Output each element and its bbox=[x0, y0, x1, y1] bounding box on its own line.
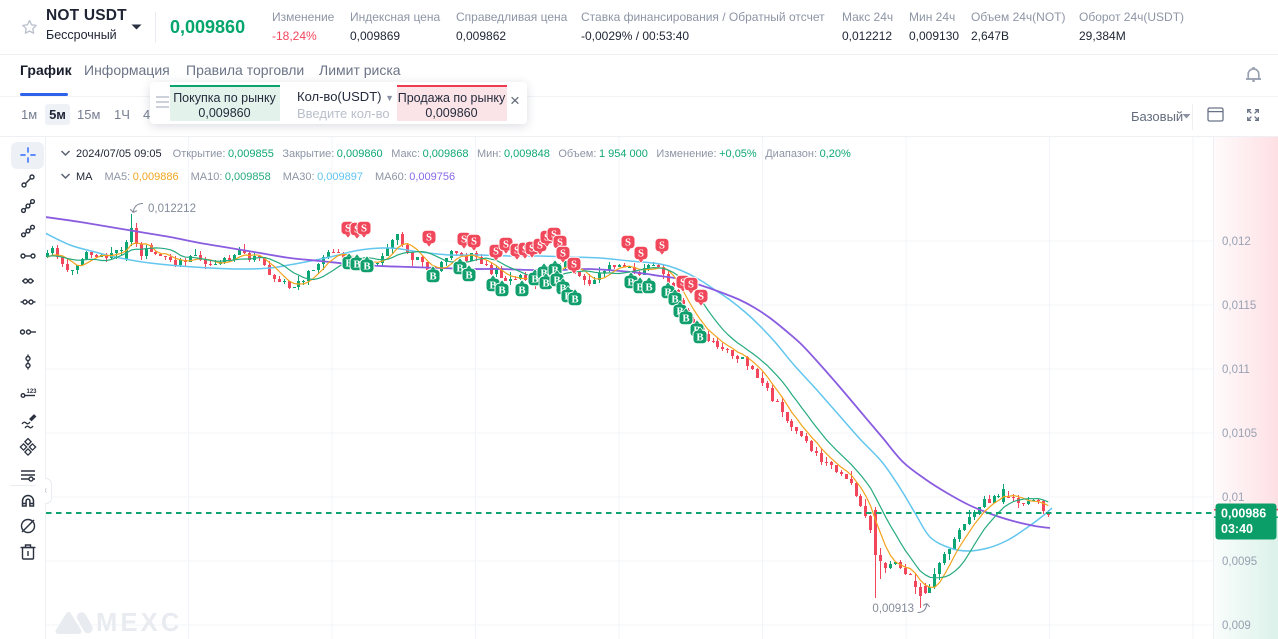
svg-text:B: B bbox=[465, 270, 472, 282]
svg-text:B: B bbox=[696, 332, 703, 344]
svg-text:B: B bbox=[571, 294, 578, 306]
svg-text:S: S bbox=[638, 248, 644, 260]
svg-text:0,009: 0,009 bbox=[1222, 620, 1251, 632]
svg-text:S: S bbox=[361, 223, 367, 235]
svg-text:S: S bbox=[680, 277, 686, 289]
svg-text:S: S bbox=[698, 291, 704, 303]
svg-text:S: S bbox=[537, 240, 543, 252]
svg-text:B: B bbox=[553, 275, 560, 287]
svg-text:S: S bbox=[529, 243, 535, 255]
svg-text:B: B bbox=[518, 285, 525, 297]
svg-text:B: B bbox=[627, 277, 634, 289]
svg-text:S: S bbox=[625, 237, 631, 249]
svg-text:B: B bbox=[664, 287, 671, 299]
svg-text:B: B bbox=[636, 282, 643, 294]
svg-text:S: S bbox=[571, 259, 577, 271]
svg-text:0,01: 0,01 bbox=[1222, 492, 1244, 504]
svg-text:0,00913: 0,00913 bbox=[872, 603, 914, 615]
svg-text:B: B bbox=[345, 258, 352, 270]
svg-text:B: B bbox=[671, 294, 678, 306]
svg-text:B: B bbox=[429, 271, 436, 283]
svg-text:B: B bbox=[363, 261, 370, 273]
svg-text:0,0105: 0,0105 bbox=[1222, 428, 1257, 440]
svg-text:B: B bbox=[645, 282, 652, 294]
svg-text:S: S bbox=[471, 236, 477, 248]
svg-text:S: S bbox=[345, 223, 351, 235]
svg-text:0,012212: 0,012212 bbox=[148, 203, 196, 215]
svg-text:0,011: 0,011 bbox=[1222, 364, 1250, 376]
svg-text:0,0095: 0,0095 bbox=[1222, 556, 1257, 568]
svg-text:S: S bbox=[659, 240, 665, 252]
svg-text:S: S bbox=[493, 246, 499, 258]
svg-text:S: S bbox=[557, 237, 563, 249]
svg-text:MEXC: MEXC bbox=[96, 609, 182, 637]
svg-text:S: S bbox=[688, 279, 694, 291]
svg-text:S: S bbox=[560, 248, 566, 260]
svg-text:B: B bbox=[353, 259, 360, 271]
svg-text:B: B bbox=[456, 263, 463, 275]
svg-text:S: S bbox=[461, 234, 467, 246]
svg-text:S: S bbox=[503, 239, 509, 251]
svg-text:B: B bbox=[676, 306, 683, 318]
svg-text:B: B bbox=[498, 285, 505, 297]
svg-text:123: 123 bbox=[27, 389, 38, 395]
svg-text:B: B bbox=[551, 265, 558, 277]
svg-text:S: S bbox=[514, 245, 520, 257]
svg-text:0,00986: 0,00986 bbox=[1221, 507, 1266, 521]
svg-text:0,012: 0,012 bbox=[1222, 236, 1251, 248]
svg-text:B: B bbox=[542, 278, 549, 290]
svg-text:B: B bbox=[540, 268, 547, 280]
svg-text:0,0115: 0,0115 bbox=[1222, 300, 1256, 312]
svg-text:03:40: 03:40 bbox=[1221, 522, 1253, 536]
svg-text:S: S bbox=[426, 232, 432, 244]
svg-text:B: B bbox=[559, 283, 566, 295]
svg-text:B: B bbox=[489, 280, 496, 292]
svg-text:B: B bbox=[682, 313, 689, 325]
svg-text:S: S bbox=[551, 229, 557, 241]
svg-text:B: B bbox=[531, 274, 538, 286]
